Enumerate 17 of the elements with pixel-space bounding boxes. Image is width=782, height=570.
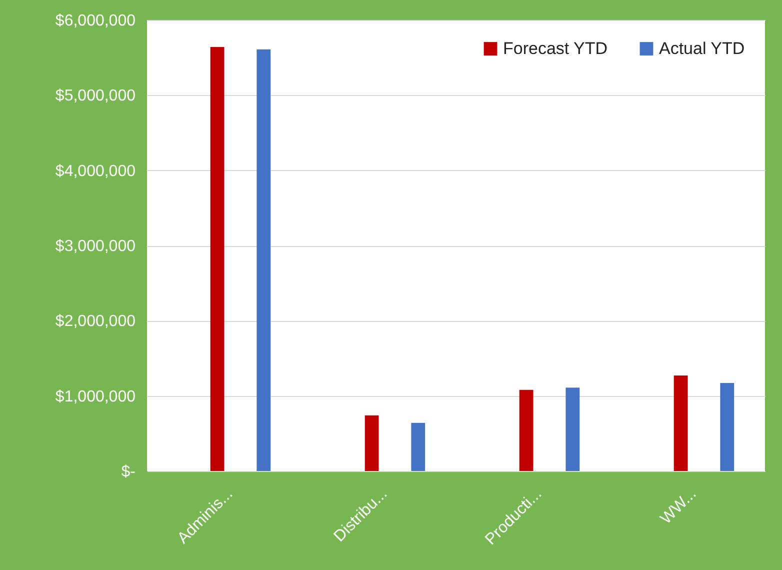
y-tick-label: $1,000,000 [55,388,136,406]
y-tick-label: $- [121,464,136,480]
bar [566,388,580,471]
bar [256,49,271,471]
y-tick-label: $3,000,000 [55,238,136,255]
y-tick-label: $4,000,000 [55,162,136,180]
bar [720,383,734,471]
bar [519,390,534,471]
bar [364,415,379,471]
bar [674,376,688,471]
legend-label: Forecast YTD [503,38,608,58]
legend-label: Actual YTD [659,38,745,58]
y-tick-label: $2,000,000 [55,313,136,330]
y-tick-label: $5,000,000 [55,88,136,105]
y-tick-label: $6,000,000 [55,12,136,30]
bar [411,422,426,471]
bar [210,47,224,471]
